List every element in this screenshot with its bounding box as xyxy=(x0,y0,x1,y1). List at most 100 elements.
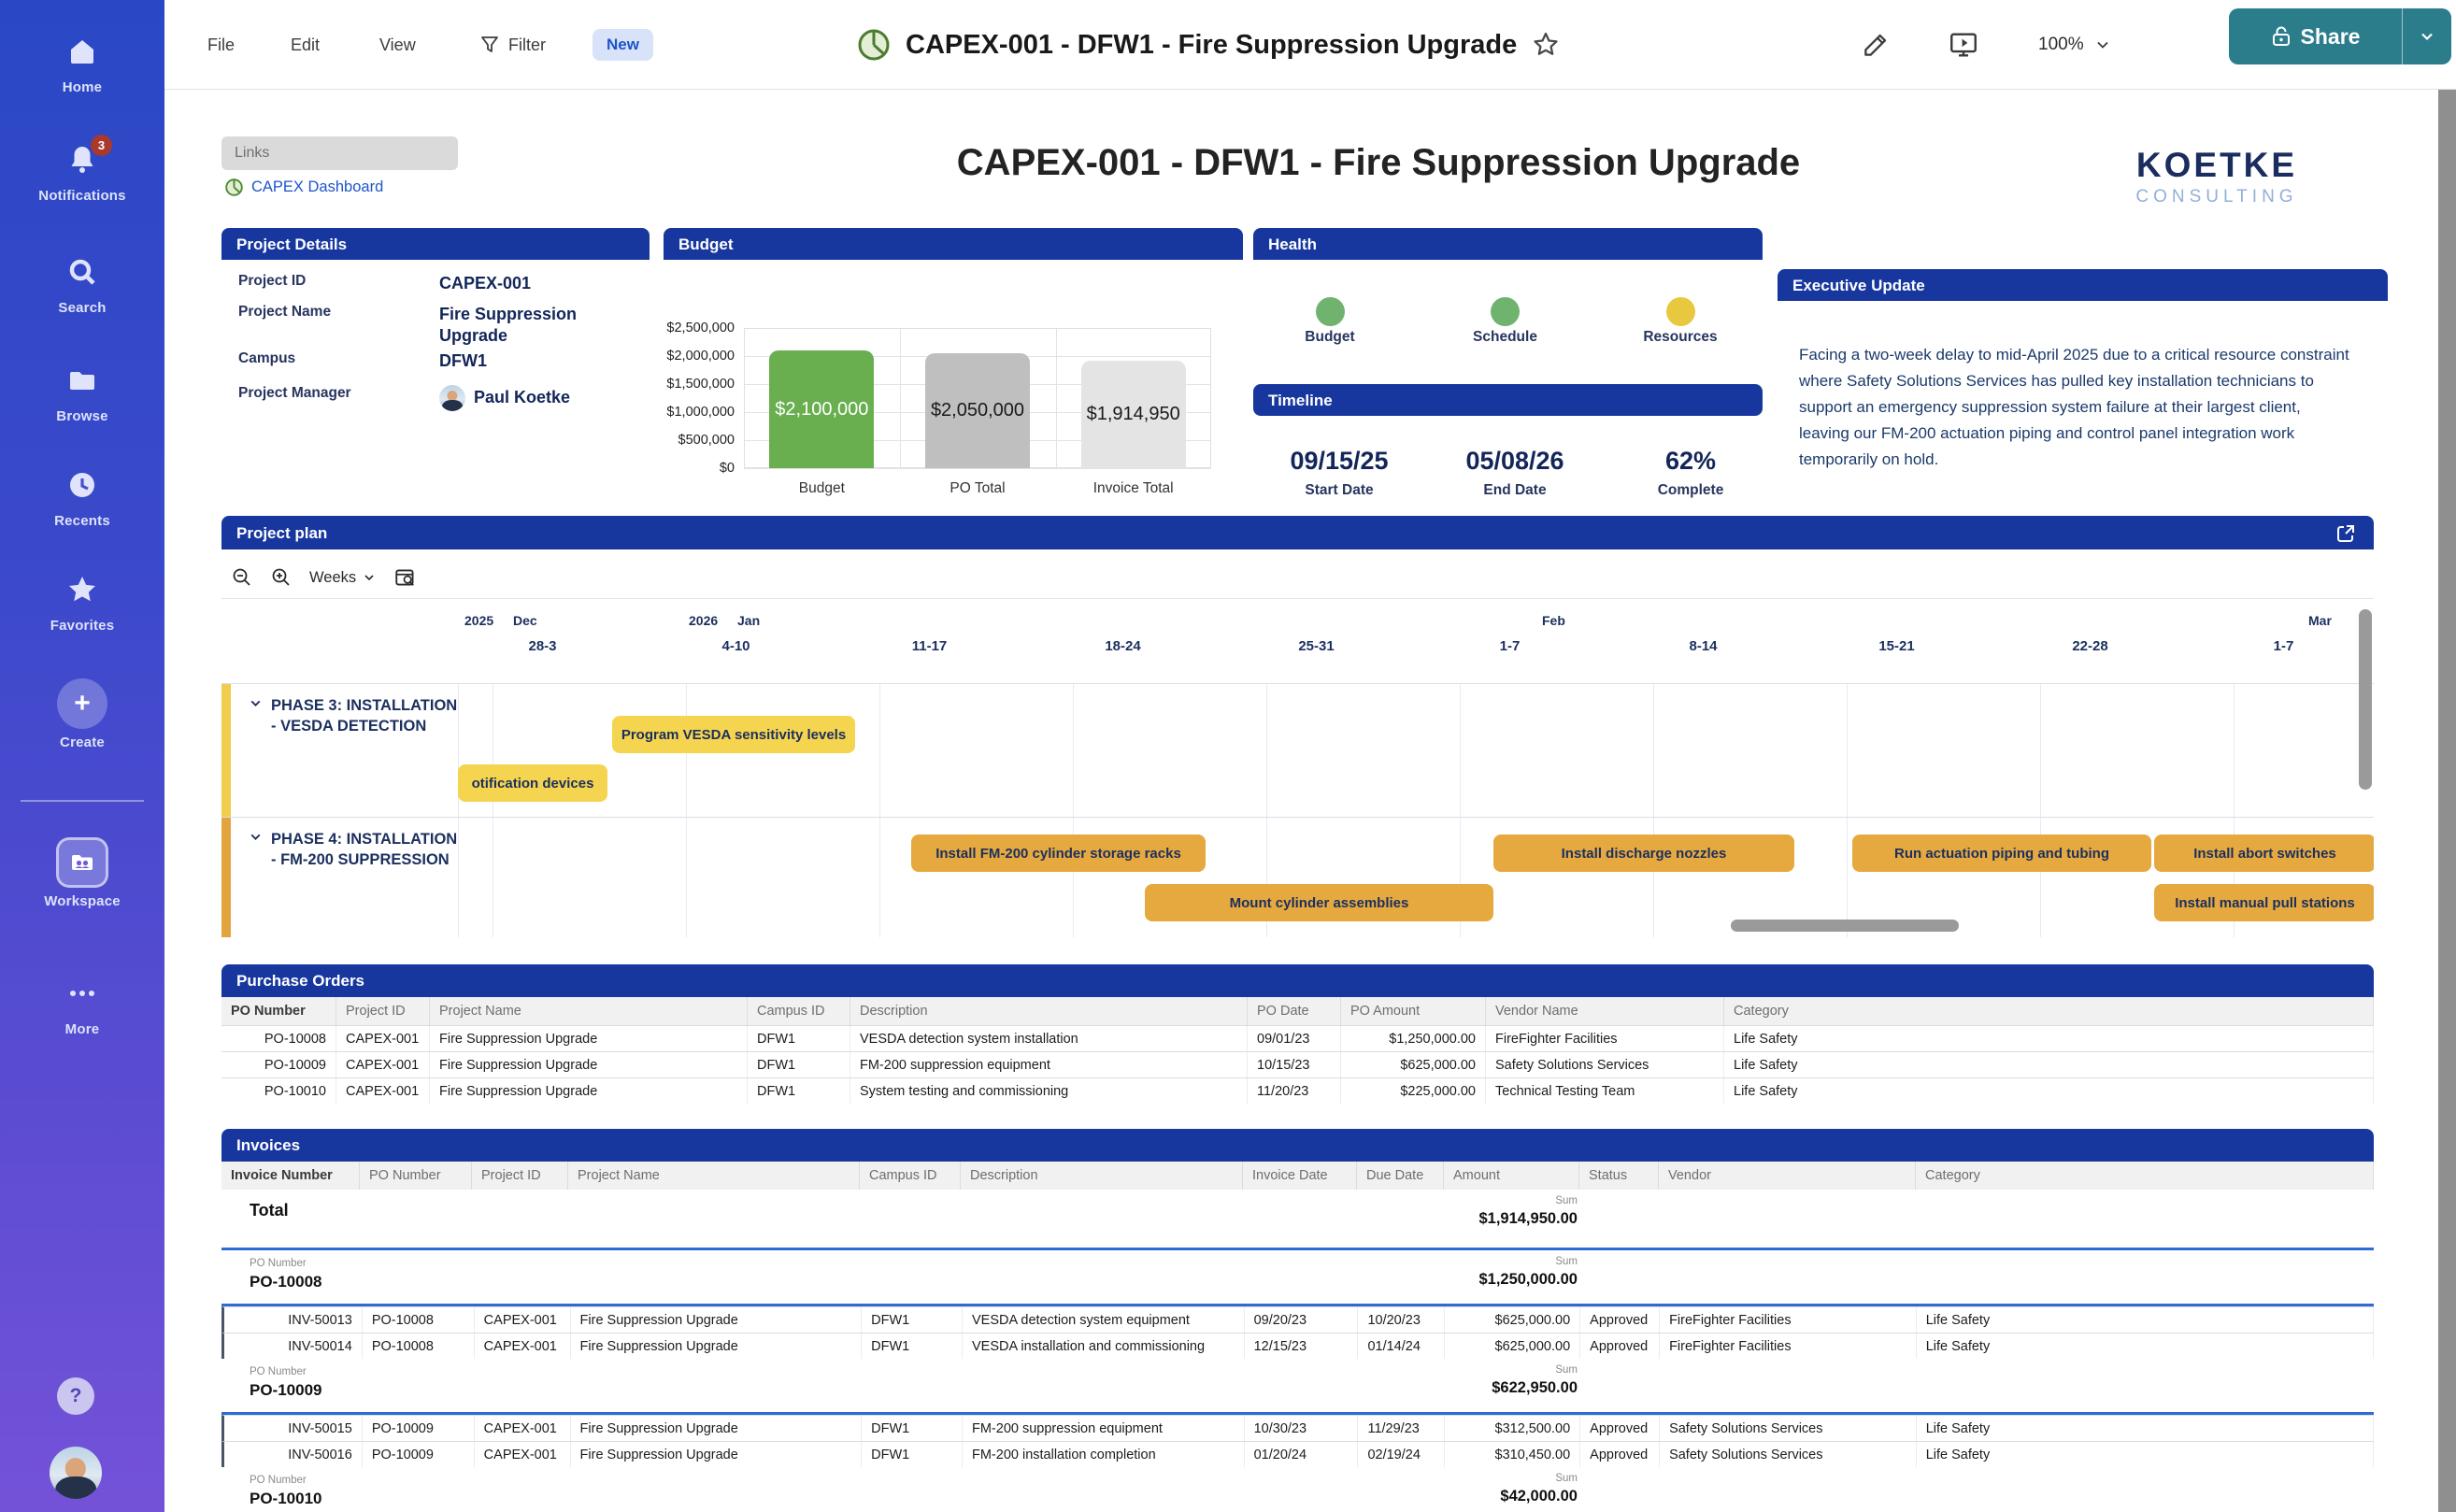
table-row[interactable]: INV-50014PO-10008CAPEX-001Fire Suppressi… xyxy=(221,1333,2374,1359)
menu-view[interactable]: View xyxy=(379,0,416,90)
sidebar-item-label: Search xyxy=(0,300,164,316)
favorite-star-icon[interactable] xyxy=(1531,30,1561,60)
gantt-task[interactable]: Program VESDA sensitivity levels xyxy=(612,716,855,753)
table-row[interactable]: INV-50016PO-10009CAPEX-001Fire Suppressi… xyxy=(221,1441,2374,1467)
pencil-icon xyxy=(1861,30,1891,60)
chart-bar-budget: $2,100,000 xyxy=(769,350,874,468)
column-header: Project Name xyxy=(430,997,748,1025)
chevron-down-icon[interactable] xyxy=(248,829,264,849)
zoom-in-icon xyxy=(270,566,293,589)
help-button[interactable]: ? xyxy=(57,1377,94,1415)
gantt-gridline xyxy=(1653,684,1654,937)
timeline-value: 62% xyxy=(1606,447,1775,476)
table-cell: Life Safety xyxy=(1724,1078,2374,1104)
table-cell: VESDA detection system installation xyxy=(850,1026,1248,1051)
gantt-week-label: 18-24 xyxy=(1077,638,1170,654)
zoom-out-icon xyxy=(231,566,253,589)
gantt-task[interactable]: Install abort switches xyxy=(2154,834,2374,872)
present-button[interactable] xyxy=(1948,0,1979,90)
phase-name: PHASE 4: INSTALLATION - FM-200 SUPPRESSI… xyxy=(271,829,463,871)
sidebar-item-favorites[interactable]: Favorites xyxy=(0,572,164,634)
table-cell: CAPEX-001 xyxy=(475,1416,571,1441)
table-cell: Life Safety xyxy=(1917,1307,2374,1333)
group-row: TotalSum$1,914,950.00 xyxy=(221,1190,2374,1248)
table-cell: DFW1 xyxy=(862,1307,963,1333)
table-cell: PO-10008 xyxy=(363,1307,475,1333)
executive-update-header: Executive Update xyxy=(1778,269,2388,301)
column-header: PO Number xyxy=(221,997,336,1025)
links-box: Links xyxy=(221,136,458,170)
share-button[interactable]: Share xyxy=(2229,8,2403,64)
find-in-gantt-button[interactable] xyxy=(393,565,418,590)
table-row[interactable]: PO-10008CAPEX-001Fire Suppression Upgrad… xyxy=(221,1025,2374,1051)
sum-amount: $1,914,950.00 xyxy=(1478,1210,1578,1228)
table-cell: INV-50016 xyxy=(224,1442,363,1467)
gantt-task[interactable]: Mount cylinder assemblies xyxy=(1145,884,1493,921)
menu-file[interactable]: File xyxy=(207,0,235,90)
table-cell: Fire Suppression Upgrade xyxy=(571,1416,863,1441)
zoom-control[interactable]: 100% xyxy=(2038,0,2112,90)
table-cell: VESDA installation and commissioning xyxy=(963,1334,1245,1359)
company-logo: KOETKE CONSULTING xyxy=(2123,146,2310,207)
edit-button[interactable] xyxy=(1861,0,1891,90)
table-cell: Safety Solutions Services xyxy=(1660,1416,1917,1441)
gantt-task[interactable]: Run actuation piping and tubing xyxy=(1852,834,2151,872)
phase-stripe xyxy=(221,818,231,937)
table-cell: Life Safety xyxy=(1724,1052,2374,1077)
gantt-vertical-scrollbar[interactable] xyxy=(2359,609,2372,790)
menu-edit[interactable]: Edit xyxy=(291,0,320,90)
gantt-week-label: 25-31 xyxy=(1270,638,1364,654)
sidebar-item-recents[interactable]: Recents xyxy=(0,467,164,529)
sidebar-item-search[interactable]: Search xyxy=(0,254,164,316)
gantt-rows: PHASE 3: INSTALLATION - VESDA DETECTIONP… xyxy=(221,683,2374,937)
column-header: Project ID xyxy=(336,997,430,1025)
expand-icon[interactable] xyxy=(2335,522,2357,545)
column-header: Description xyxy=(850,997,1248,1025)
share-button-group: Share xyxy=(2229,8,2451,64)
sum-label: Sum xyxy=(1555,1195,1578,1206)
sidebar-item-home[interactable]: Home xyxy=(0,34,164,95)
gantt-task[interactable]: otification devices xyxy=(458,764,607,802)
gantt-horizontal-scrollbar[interactable] xyxy=(1731,920,1959,932)
zoom-value: 100% xyxy=(2038,35,2084,55)
group-field-label: PO Number xyxy=(250,1366,307,1377)
time-unit-dropdown[interactable]: Weeks xyxy=(309,569,377,587)
timeline-label: Complete xyxy=(1606,482,1775,499)
field-label: Project Manager xyxy=(238,385,439,411)
invoices-panel: Invoices Invoice NumberPO NumberProject … xyxy=(221,1129,2374,1512)
sidebar-item-notifications[interactable]: 3Notifications xyxy=(0,142,164,204)
zoom-out-button[interactable] xyxy=(231,566,253,589)
gantt-task[interactable]: Install manual pull stations xyxy=(2154,884,2374,921)
workspace-icon xyxy=(56,837,108,888)
menu-filter[interactable]: Filter xyxy=(478,0,546,90)
gantt-toolbar: Weeks xyxy=(231,559,418,596)
table-row[interactable]: INV-50013PO-10008CAPEX-001Fire Suppressi… xyxy=(221,1306,2374,1333)
page-scrollbar[interactable] xyxy=(2438,90,2456,1512)
share-dropdown-button[interactable] xyxy=(2403,8,2451,64)
user-avatar[interactable] xyxy=(50,1447,102,1499)
sidebar-item-more[interactable]: More xyxy=(0,976,164,1037)
table-cell: 11/29/23 xyxy=(1358,1416,1445,1441)
table-row[interactable]: INV-50015PO-10009CAPEX-001Fire Suppressi… xyxy=(221,1415,2374,1441)
sidebar-item-label: Recents xyxy=(0,513,164,529)
recents-icon xyxy=(64,467,101,507)
chevron-down-icon xyxy=(2418,27,2436,46)
table-cell: 10/15/23 xyxy=(1248,1052,1341,1077)
table-cell: PO-10008 xyxy=(221,1026,336,1051)
sidebar-item-workspace[interactable]: Workspace xyxy=(0,837,164,909)
topbar: File Edit View Filter New CAPEX-001 - DF… xyxy=(164,0,2456,90)
column-header: Campus ID xyxy=(748,997,850,1025)
gantt-task[interactable]: Install discharge nozzles xyxy=(1493,834,1794,872)
chevron-down-icon[interactable] xyxy=(248,695,264,716)
gantt-task[interactable]: Install FM-200 cylinder storage racks xyxy=(911,834,1206,872)
sidebar-item-browse[interactable]: Browse xyxy=(0,363,164,424)
table-row[interactable]: PO-10009CAPEX-001Fire Suppression Upgrad… xyxy=(221,1051,2374,1077)
table-row[interactable]: PO-10010CAPEX-001Fire Suppression Upgrad… xyxy=(221,1077,2374,1104)
zoom-in-button[interactable] xyxy=(270,566,293,589)
gantt-month-label: Jan xyxy=(737,613,760,628)
capex-dashboard-link[interactable]: CAPEX Dashboard xyxy=(224,178,383,197)
sidebar-item-create[interactable]: +Create xyxy=(0,678,164,750)
table-cell: $312,500.00 xyxy=(1445,1416,1580,1441)
table-cell: 10/30/23 xyxy=(1245,1416,1359,1441)
group-value: PO-10008 xyxy=(250,1273,322,1291)
